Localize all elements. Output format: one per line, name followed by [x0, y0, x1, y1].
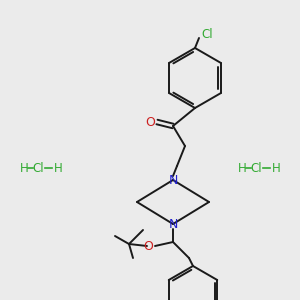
Text: H: H	[238, 161, 246, 175]
Text: Cl: Cl	[32, 161, 44, 175]
Text: H: H	[272, 161, 280, 175]
Text: N: N	[168, 218, 178, 230]
Text: Cl: Cl	[201, 28, 213, 40]
Text: O: O	[145, 116, 155, 128]
Text: O: O	[143, 239, 153, 253]
Text: Cl: Cl	[250, 161, 262, 175]
Text: H: H	[54, 161, 62, 175]
Text: H: H	[20, 161, 28, 175]
Text: N: N	[168, 173, 178, 187]
